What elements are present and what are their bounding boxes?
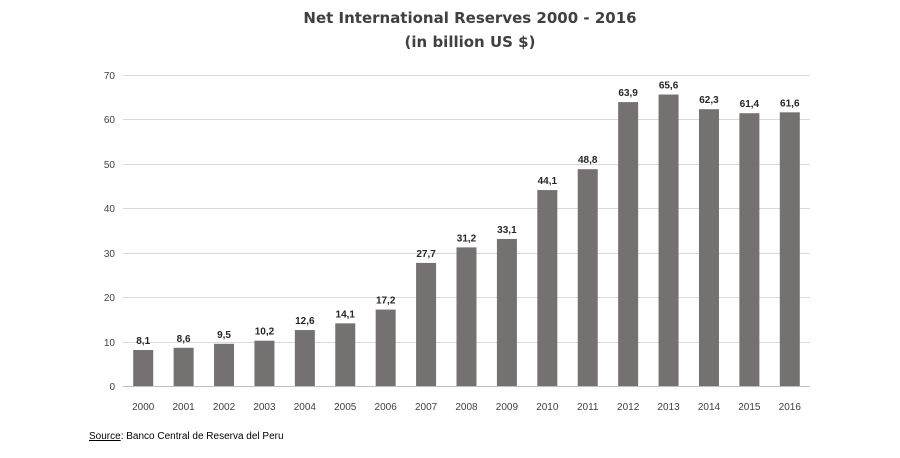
- data-label-2002: 9,5: [217, 330, 231, 341]
- data-label-2011: 48,8: [578, 155, 598, 166]
- y-tick-label: 30: [104, 249, 116, 260]
- x-tick-label: 2006: [375, 402, 398, 413]
- data-label-2004: 12,6: [295, 316, 315, 327]
- y-tick-label: 0: [109, 382, 115, 393]
- x-tick-label: 2003: [253, 402, 276, 413]
- bar-2001: [173, 347, 194, 386]
- x-tick-label: 2004: [294, 402, 317, 413]
- data-label-2010: 44,1: [538, 176, 558, 187]
- bar-2002: [214, 343, 235, 386]
- y-axis-ticks: 0 10 20 30 40 50 60 70: [104, 71, 116, 393]
- x-axis-ticks: 2000 2001 2002 2003 2004 2005 2006 2007 2008 2009…: [132, 402, 801, 413]
- chart-title-line-2: (in billion US $): [405, 33, 536, 51]
- data-label-2014: 62,3: [699, 95, 719, 106]
- data-label-2015: 61,4: [740, 99, 760, 110]
- bar-2007: [416, 262, 437, 386]
- bar-2015: [739, 113, 760, 387]
- x-tick-label: 2000: [132, 402, 155, 413]
- data-label-2005: 14,1: [336, 309, 356, 320]
- data-label-2001: 8,6: [177, 334, 191, 345]
- data-label-2013: 65,6: [659, 81, 679, 92]
- data-label-2008: 31,2: [457, 233, 477, 244]
- bar-2006: [375, 309, 396, 386]
- bar-2011: [577, 169, 598, 386]
- x-tick-label: 2010: [536, 402, 559, 413]
- y-tick-label: 50: [104, 160, 116, 171]
- data-label-2007: 27,7: [416, 249, 436, 260]
- x-tick-label: 2012: [617, 402, 640, 413]
- x-tick-label: 2001: [172, 402, 195, 413]
- y-tick-label: 70: [104, 71, 116, 82]
- source-text: : Banco Central de Reserva del Peru: [120, 431, 284, 442]
- x-tick-label: 2014: [698, 402, 721, 413]
- x-tick-label: 2007: [415, 402, 438, 413]
- x-tick-label: 2005: [334, 402, 357, 413]
- bar-2012: [618, 102, 639, 386]
- x-tick-label: 2013: [657, 402, 680, 413]
- y-tick-label: 60: [104, 115, 116, 126]
- x-tick-label: 2015: [738, 402, 761, 413]
- y-tick-label: 40: [104, 204, 116, 215]
- bars: [133, 94, 800, 387]
- x-tick-label: 2008: [455, 402, 478, 413]
- bar-2010: [537, 190, 558, 386]
- y-tick-label: 10: [104, 338, 116, 349]
- data-label-2012: 63,9: [618, 88, 638, 99]
- data-label-2009: 33,1: [497, 225, 517, 236]
- bar-2016: [779, 112, 800, 386]
- bar-2004: [294, 330, 315, 386]
- chart-title-line-1: Net International Reserves 2000 - 2016: [303, 9, 636, 27]
- x-tick-label: 2009: [496, 402, 519, 413]
- x-tick-label: 2011: [577, 402, 599, 413]
- y-tick-label: 20: [104, 293, 116, 304]
- bar-chart: Net International Reserves 2000 - 2016 (…: [104, 9, 810, 413]
- source-note: Source: Banco Central de Reserva del Per…: [89, 431, 284, 442]
- bar-2014: [698, 109, 719, 387]
- data-label-2016: 61,6: [780, 98, 800, 109]
- data-label-2000: 8,1: [136, 336, 150, 347]
- source-label: Source: [89, 431, 121, 442]
- data-labels: 8,1 8,6 9,5 10,2 12,6 14,1 17,2 27,7 31,2 33,1 44,…: [136, 81, 800, 347]
- bar-2005: [335, 323, 356, 386]
- data-label-2006: 17,2: [376, 296, 396, 307]
- bar-2008: [456, 247, 477, 386]
- x-tick-label: 2016: [779, 402, 802, 413]
- bar-2009: [496, 238, 517, 386]
- x-tick-label: 2002: [213, 402, 236, 413]
- bar-2013: [658, 94, 679, 386]
- bar-2003: [254, 340, 275, 386]
- bar-2000: [133, 350, 154, 386]
- data-label-2003: 10,2: [255, 327, 275, 338]
